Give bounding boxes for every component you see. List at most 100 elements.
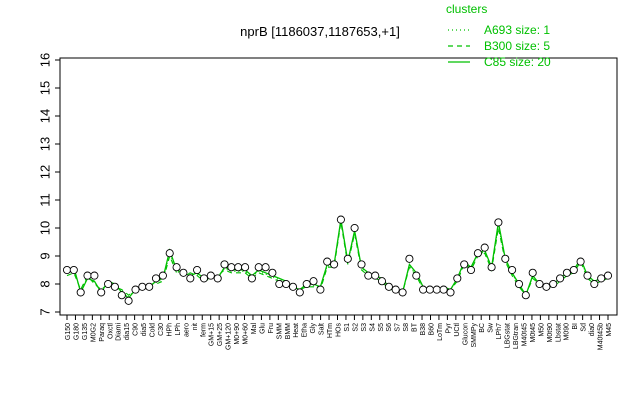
- y-tick-label: 16: [37, 53, 52, 67]
- x-tick-label: C90: [133, 323, 140, 336]
- x-tick-label: M0+60: [243, 323, 250, 345]
- data-point: [179, 268, 188, 277]
- data-point: [549, 279, 558, 289]
- data-point: [343, 254, 352, 263]
- x-tick-label: Salt: [319, 323, 326, 335]
- data-point: [227, 263, 236, 272]
- data-point: [90, 271, 99, 280]
- data-point: [193, 265, 202, 275]
- x-tick-label: aero: [183, 323, 190, 337]
- legend-entry: A693 size: 1: [484, 23, 550, 37]
- x-tick-label: S6: [386, 323, 393, 332]
- x-tick-label: B60: [428, 323, 435, 336]
- x-tick-label: Heat: [293, 323, 300, 338]
- x-tick-label: nit: [192, 323, 199, 330]
- x-tick-label: Cold: [150, 323, 157, 338]
- data-point: [158, 271, 167, 280]
- data-point: [590, 279, 599, 289]
- x-tick-label: GM+15: [209, 323, 216, 346]
- legend-title: clusters: [446, 2, 487, 16]
- data-point: [83, 271, 92, 280]
- data-point: [603, 271, 613, 280]
- data-point: [110, 282, 119, 291]
- x-tick-label: dia15: [124, 323, 131, 340]
- data-point: [309, 277, 318, 286]
- series-line-dashed: [66, 222, 609, 297]
- x-tick-label: HPh: [166, 323, 173, 337]
- data-point: [384, 282, 393, 291]
- x-tick-label: BC: [479, 323, 486, 333]
- x-tick-label: SMMPy: [471, 323, 478, 348]
- x-tick-label: Etha: [302, 323, 309, 338]
- data-point: [124, 296, 133, 305]
- x-tick-label: Glucon: [462, 323, 469, 345]
- data-point: [569, 265, 578, 275]
- x-axis: G150 G180 G135 M0G2 Paraq Oxctl Diami dia15 C90 d…: [65, 315, 613, 350]
- data-point: [576, 257, 585, 266]
- x-tick-label: LBGstat: [505, 323, 512, 348]
- x-tick-label: LPh7: [496, 323, 503, 339]
- y-tick-label: 15: [37, 81, 52, 95]
- x-tick-label: Fru: [268, 323, 275, 334]
- y-tick-label: 8: [37, 280, 52, 287]
- x-tick-label: S5: [378, 323, 385, 332]
- x-tick-label: M0+90: [234, 323, 241, 345]
- data-point: [220, 260, 229, 269]
- y-tick-label: 14: [37, 109, 52, 123]
- data-point: [323, 257, 332, 266]
- data-point: [336, 215, 345, 224]
- x-tick-label: G150: [65, 323, 72, 340]
- x-tick-label: LPh: [175, 323, 182, 336]
- x-tick-label: Sw: [488, 322, 495, 333]
- data-point: [597, 274, 606, 283]
- data-point: [145, 282, 154, 291]
- x-tick-label: BMM: [285, 323, 292, 340]
- data-point: [521, 291, 530, 300]
- x-tick-label: S1: [344, 323, 351, 332]
- x-tick-label: Glu: [259, 323, 266, 334]
- data-point: [501, 254, 510, 263]
- data-point: [508, 265, 517, 275]
- x-tick-label: BI: [572, 323, 579, 330]
- data-point: [562, 268, 571, 277]
- data-point: [583, 271, 592, 280]
- data-point: [535, 279, 544, 289]
- x-tick-label: GM+25: [217, 323, 224, 346]
- data-point: [261, 263, 270, 272]
- x-tick-label: Oxctl: [107, 323, 114, 339]
- data-point: [213, 274, 222, 283]
- y-tick-label: 13: [37, 137, 52, 151]
- chart-title: nprB [1186037,1187653,+1]: [240, 24, 400, 39]
- x-tick-label: M40t45: [521, 323, 528, 346]
- data-point: [254, 263, 263, 272]
- x-tick-label: Mal: [251, 323, 258, 335]
- y-tick-label: 9: [37, 252, 52, 259]
- x-tick-label: G180: [73, 323, 80, 340]
- data-point: [104, 279, 113, 289]
- data-point: [377, 277, 387, 286]
- x-tick-label: dia0: [589, 323, 596, 336]
- data-point: [97, 288, 106, 297]
- x-tick-label: UCtl: [454, 323, 461, 337]
- data-point: [62, 265, 72, 275]
- data-points: [62, 215, 613, 305]
- x-tick-label: M40t45b: [598, 323, 605, 350]
- data-point: [247, 274, 256, 283]
- x-tick-label: S2: [352, 323, 359, 332]
- data-point: [453, 274, 462, 283]
- x-tick-label: Gly: [310, 323, 317, 334]
- data-point: [316, 285, 325, 294]
- data-point: [556, 274, 565, 283]
- data-point: [330, 260, 339, 269]
- x-tick-label: SMM: [276, 323, 283, 340]
- data-point: [364, 271, 373, 280]
- data-point: [466, 265, 476, 275]
- x-tick-label: LBGtran: [513, 323, 520, 349]
- data-point: [542, 282, 551, 291]
- data-point: [206, 271, 215, 280]
- x-tick-label: Sd: [581, 323, 588, 332]
- data-point: [151, 274, 161, 283]
- data-point: [419, 285, 428, 294]
- data-point: [282, 279, 291, 289]
